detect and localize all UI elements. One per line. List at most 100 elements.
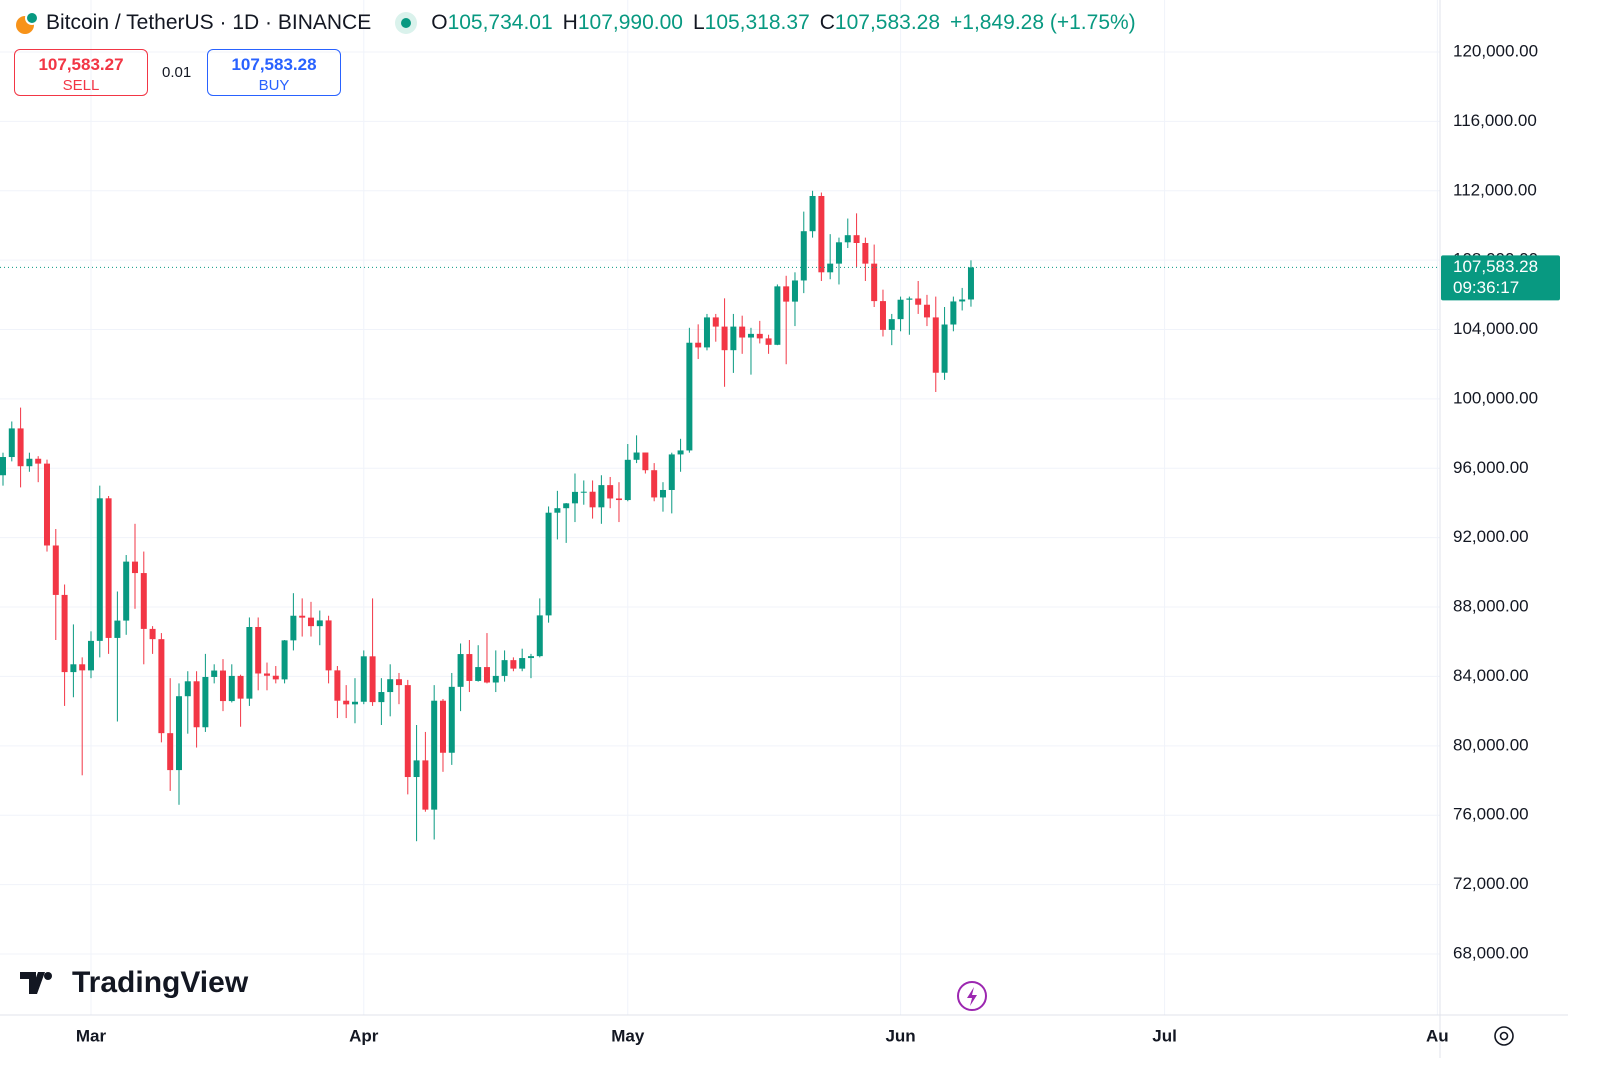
symbol-title: Bitcoin / TetherUS · 1D · BINANCE (46, 11, 372, 34)
candle-body (571, 491, 578, 504)
candle-body (334, 670, 341, 701)
candle-body (774, 286, 781, 345)
candle-body (17, 428, 24, 467)
brand-icon-dot (44, 972, 52, 980)
y-tick-label: 116,000.00 (1453, 111, 1537, 130)
candle-body (545, 512, 552, 616)
candle-body (228, 675, 235, 702)
candle-body (79, 664, 86, 671)
sell-button[interactable]: 107,583.27 SELL (14, 49, 148, 96)
lightning-icon (967, 987, 977, 1006)
candle-body (747, 333, 754, 338)
market-status (395, 12, 418, 34)
candle-body (519, 658, 526, 669)
candle-body (343, 700, 350, 705)
candle-body (862, 242, 869, 264)
candle-body (501, 660, 508, 676)
candle-body (378, 692, 385, 703)
candle-body (897, 299, 904, 320)
candle-body (888, 319, 895, 330)
y-tick-label: 92,000.00 (1453, 527, 1529, 546)
candle-body (35, 458, 42, 464)
buy-button[interactable]: 107,583.28 BUY (207, 49, 341, 96)
candle-body (167, 733, 174, 771)
candle-body (624, 459, 631, 501)
buy-price: 107,583.28 (231, 55, 317, 74)
candle-body (466, 654, 473, 681)
candle-body (387, 679, 394, 693)
x-tick-label: Jun (885, 1026, 915, 1045)
coin-icon (16, 11, 39, 34)
settings-icon (1494, 1026, 1514, 1046)
candle-body (915, 298, 922, 305)
candle-body (721, 326, 728, 351)
candle-body (651, 470, 658, 498)
candle-body (422, 760, 429, 810)
candle-body (307, 617, 314, 627)
y-tick-label: 84,000.00 (1453, 666, 1529, 685)
candle-body (475, 667, 482, 681)
candle-body (739, 326, 746, 338)
y-tick-label: 88,000.00 (1453, 597, 1529, 616)
ohlc-value: 105,318.37 (704, 11, 810, 34)
brand-icon (20, 972, 45, 994)
candle-body (70, 664, 77, 673)
candle-body (659, 489, 666, 498)
ohlc-value: 105,734.01 (447, 11, 553, 34)
candle-body (818, 195, 825, 273)
candle-body (844, 235, 851, 243)
candle-body (703, 317, 710, 348)
candle-body (149, 628, 156, 640)
candle-body (492, 675, 499, 683)
y-tick-label: 100,000.00 (1453, 388, 1538, 407)
candle-body (879, 301, 886, 330)
candle-body (695, 342, 702, 348)
candle-body (835, 242, 842, 264)
candle-body (290, 615, 297, 641)
candle-body (536, 615, 543, 657)
candle-body (668, 454, 675, 490)
candle-body (800, 231, 807, 281)
candle-body (175, 696, 182, 771)
ohlc: O105,734.01 H107,990.00 L105,318.37 C107,58… (431, 11, 950, 35)
candle-body (448, 686, 455, 753)
lightning-button[interactable] (957, 981, 987, 1011)
y-tick-label: 120,000.00 (1453, 42, 1538, 61)
x-tick-label: May (611, 1026, 645, 1045)
candle-body (131, 561, 138, 574)
candle-body (96, 498, 103, 641)
candle-body (237, 675, 244, 699)
candle-body (783, 286, 790, 302)
candle-body (712, 317, 719, 327)
candle-body (395, 679, 402, 686)
candle-body (580, 491, 587, 493)
candle-body (26, 458, 33, 467)
candle-body (483, 667, 490, 683)
ohlc-label: O (431, 11, 448, 34)
candle-body (431, 700, 438, 810)
settings-button[interactable] (1494, 1026, 1514, 1046)
candle-body (325, 620, 332, 671)
candle-body (263, 673, 270, 676)
candle-body (360, 656, 367, 702)
buy-label: BUY (258, 77, 290, 94)
y-tick-label: 96,000.00 (1453, 458, 1529, 477)
candle-body (52, 545, 59, 595)
candle-body (598, 485, 605, 508)
candle-body (853, 235, 860, 243)
candle-body (906, 298, 913, 300)
candle-body (765, 338, 772, 345)
candle-body (87, 640, 94, 671)
x-tick-label: Apr (349, 1026, 379, 1045)
candle-body (255, 627, 262, 674)
price-tag (1441, 255, 1560, 301)
candle-body (457, 654, 464, 687)
x-tick-label: Jul (1152, 1026, 1177, 1045)
candle-body (413, 760, 420, 778)
candle-body (923, 304, 930, 318)
ohlc-label: H (562, 11, 578, 34)
candle-body (105, 498, 112, 638)
candle-body (0, 457, 6, 476)
